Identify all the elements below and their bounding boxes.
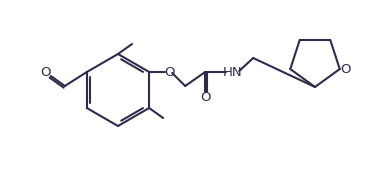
Text: O: O xyxy=(340,62,351,76)
Text: O: O xyxy=(164,66,175,79)
Text: O: O xyxy=(41,66,51,79)
Text: O: O xyxy=(200,91,210,103)
Text: HN: HN xyxy=(222,66,242,79)
